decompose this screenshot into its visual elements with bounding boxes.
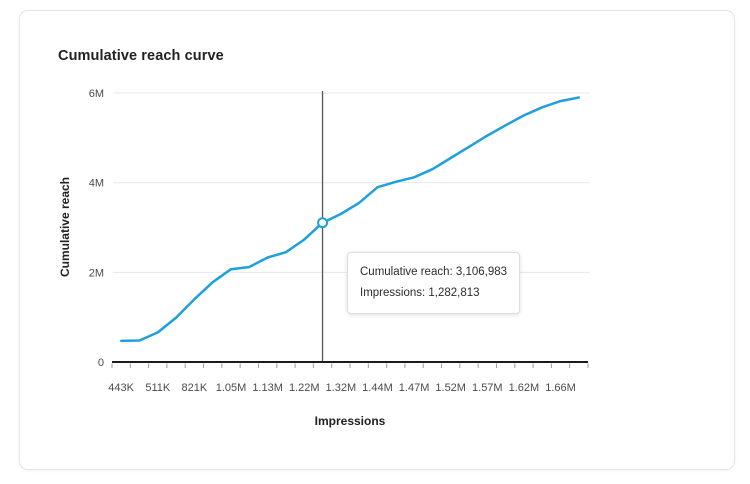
x-tick-label: 1.47M (399, 382, 430, 394)
x-tick-label: 1.62M (509, 382, 540, 394)
x-tick-label: 1.44M (362, 382, 393, 394)
tooltip-cumulative-reach: Cumulative reach: 3,106,983 (360, 266, 508, 278)
x-tick-label: 821K (182, 382, 208, 394)
y-tick-label: 2M (89, 267, 104, 279)
x-tick-label: 1.13M (252, 382, 283, 394)
y-axis-title: Cumulative reach (58, 176, 72, 278)
x-tick-label: 1.52M (435, 382, 466, 394)
x-tick-label: 1.57M (472, 382, 503, 394)
y-tick-label: 0 (98, 357, 104, 369)
x-tick-label: 443K (108, 382, 134, 394)
chart-title: Cumulative reach curve (58, 48, 224, 64)
cumulative-reach-card: Cumulative reach curve (19, 10, 735, 470)
y-tick-label: 6M (89, 88, 104, 100)
y-tick-label: 4M (89, 178, 104, 190)
chart-tooltip: Cumulative reach: 3,106,983 Impressions:… (347, 252, 521, 314)
tooltip-impressions: Impressions: 1,282,813 (360, 287, 480, 299)
x-tick-label: 1.66M (545, 382, 576, 394)
x-tick-label: 511K (145, 382, 171, 394)
x-tick-label: 1.22M (289, 382, 320, 394)
x-axis-title: Impressions (314, 414, 386, 428)
x-tick-label: 1.32M (326, 382, 357, 394)
x-tick-label: 1.05M (216, 382, 247, 394)
reach-curve (119, 96, 581, 343)
hovered-point-marker[interactable] (317, 217, 329, 229)
